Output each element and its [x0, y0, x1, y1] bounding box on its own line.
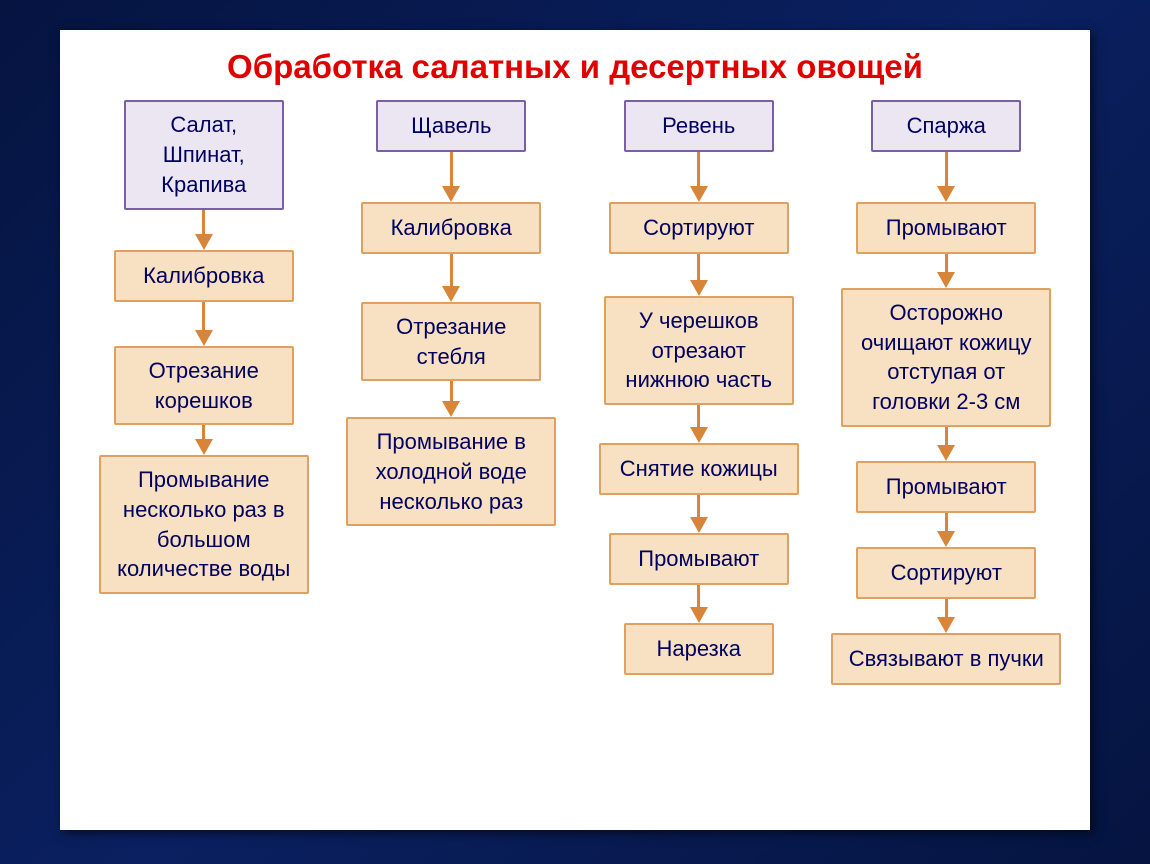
arrow-down — [195, 302, 213, 346]
flow-step: Отрезание стебля — [361, 302, 541, 381]
flow-step: Отрезание корешков — [114, 346, 294, 425]
arrow-down — [442, 254, 460, 302]
column-head: Салат, Шпинат, Крапива — [124, 100, 284, 210]
flow-step: У черешков отрезают нижнюю часть — [604, 296, 794, 405]
flow-step: Нарезка — [624, 623, 774, 675]
diagram-title: Обработка салатных и десертных овощей — [60, 48, 1090, 86]
flow-column: Щавель Калибровка Отрезание стебля Промыван… — [331, 100, 571, 526]
flow-step: Промывают — [856, 461, 1036, 513]
arrow-down — [937, 152, 955, 202]
arrow-down — [690, 152, 708, 202]
arrow-down — [937, 513, 955, 547]
column-head: Щавель — [376, 100, 526, 152]
flow-step: Промывание в холодной воде несколько раз — [346, 417, 556, 526]
flow-step: Сортируют — [609, 202, 789, 254]
arrow-down — [690, 405, 708, 443]
arrow-down — [937, 254, 955, 288]
column-head: Спаржа — [871, 100, 1021, 152]
arrow-down — [442, 381, 460, 417]
flow-step: Сортируют — [856, 547, 1036, 599]
flow-step: Связывают в пучки — [831, 633, 1061, 685]
arrow-down — [690, 495, 708, 533]
flow-step: Снятие кожицы — [599, 443, 799, 495]
flow-column: Салат, Шпинат, Крапива Калибровка Отрезани… — [84, 100, 324, 594]
arrow-down — [690, 585, 708, 623]
flow-column: Спаржа Промывают Осторожно очищают кожицу … — [826, 100, 1066, 685]
column-head: Ревень — [624, 100, 774, 152]
flow-step: Калибровка — [361, 202, 541, 254]
flow-step: Калибровка — [114, 250, 294, 302]
flow-column: Ревень Сортируют У черешков отрезают нижню… — [579, 100, 819, 675]
arrow-down — [937, 599, 955, 633]
flow-step: Промывание несколько раз в большом колич… — [99, 455, 309, 594]
arrow-down — [690, 254, 708, 296]
arrow-down — [937, 427, 955, 461]
arrow-down — [195, 210, 213, 250]
flow-step: Промывают — [609, 533, 789, 585]
slide: Обработка салатных и десертных овощей Са… — [60, 30, 1090, 830]
flow-step: Промывают — [856, 202, 1036, 254]
arrow-down — [195, 425, 213, 455]
columns-container: Салат, Шпинат, Крапива Калибровка Отрезани… — [60, 100, 1090, 685]
arrow-down — [442, 152, 460, 202]
flow-step: Осторожно очищают кожицу отступая от гол… — [841, 288, 1051, 427]
